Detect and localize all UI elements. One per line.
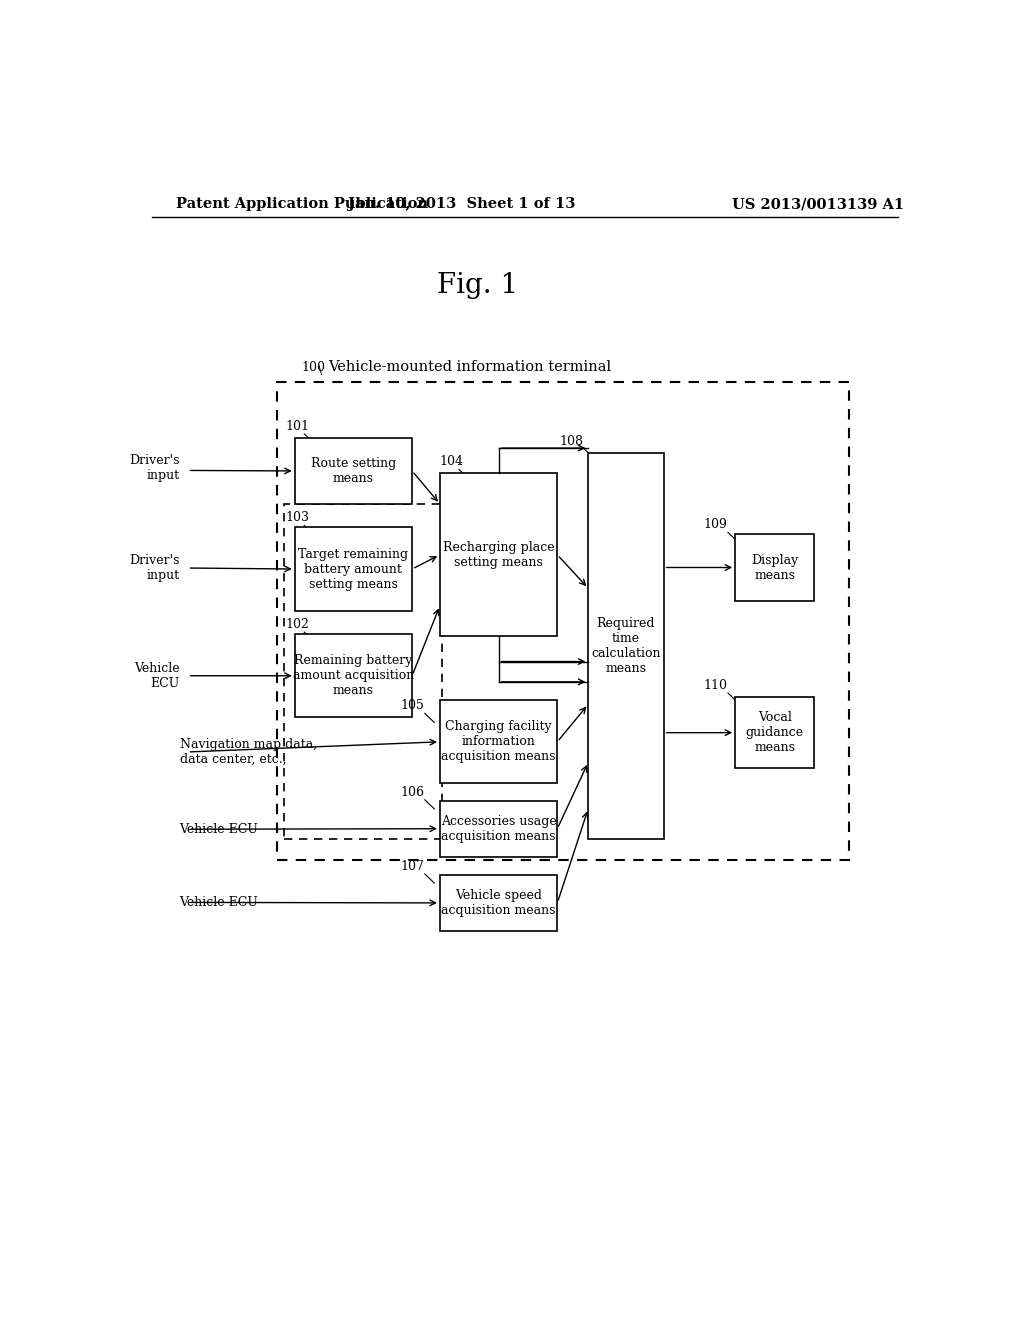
Text: Recharging place
setting means: Recharging place setting means: [442, 541, 554, 569]
Text: Remaining battery
amount acquisition
means: Remaining battery amount acquisition mea…: [293, 655, 414, 697]
Text: Display
means: Display means: [752, 553, 799, 582]
Text: Vehicle-mounted information terminal: Vehicle-mounted information terminal: [328, 360, 611, 374]
Bar: [440, 474, 557, 636]
Text: Vehicle speed
acquisition means: Vehicle speed acquisition means: [441, 888, 556, 917]
Text: Fig. 1: Fig. 1: [436, 272, 518, 298]
Text: Vehicle ECU: Vehicle ECU: [179, 896, 258, 909]
Text: Jan. 10, 2013  Sheet 1 of 13: Jan. 10, 2013 Sheet 1 of 13: [347, 197, 575, 211]
Text: US 2013/0013139 A1: US 2013/0013139 A1: [732, 197, 904, 211]
Text: 101: 101: [285, 420, 309, 433]
Bar: [735, 535, 814, 601]
Text: Required
time
calculation
means: Required time calculation means: [591, 618, 660, 676]
Text: 106: 106: [400, 785, 424, 799]
Bar: [278, 381, 849, 859]
Text: Navigation map data,
data center, etc.,: Navigation map data, data center, etc.,: [179, 738, 316, 766]
Text: Vocal
guidance
means: Vocal guidance means: [745, 711, 804, 754]
Bar: [440, 700, 557, 784]
Text: 104: 104: [440, 455, 464, 469]
Bar: [284, 504, 442, 840]
Text: 109: 109: [703, 519, 727, 532]
Bar: [588, 453, 664, 840]
Text: Route setting
means: Route setting means: [310, 457, 396, 484]
Text: \: \: [318, 364, 323, 378]
Text: 110: 110: [703, 678, 727, 692]
Text: 108: 108: [559, 436, 584, 447]
Bar: [440, 801, 557, 857]
Text: 107: 107: [400, 859, 424, 873]
Text: Vehicle ECU: Vehicle ECU: [179, 822, 258, 836]
Bar: [295, 634, 412, 718]
Text: Driver's
input: Driver's input: [129, 554, 179, 582]
Text: Patent Application Publication: Patent Application Publication: [176, 197, 428, 211]
Text: Driver's
input: Driver's input: [129, 454, 179, 482]
Text: Charging facility
information
acquisition means: Charging facility information acquisitio…: [441, 721, 556, 763]
Text: Vehicle
ECU: Vehicle ECU: [134, 661, 179, 690]
Text: Target remaining
battery amount
setting means: Target remaining battery amount setting …: [298, 548, 409, 590]
Bar: [440, 875, 557, 931]
Text: 100: 100: [301, 360, 325, 374]
Text: 103: 103: [285, 511, 309, 524]
Bar: [735, 697, 814, 768]
Text: 105: 105: [400, 700, 424, 713]
Text: 102: 102: [285, 618, 309, 631]
Bar: [295, 438, 412, 504]
Text: Accessories usage
acquisition means: Accessories usage acquisition means: [440, 814, 556, 842]
Bar: [295, 528, 412, 611]
